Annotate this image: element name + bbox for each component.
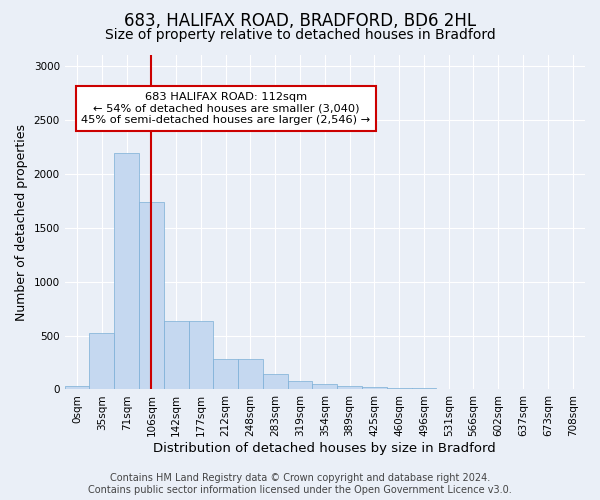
Text: Contains HM Land Registry data © Crown copyright and database right 2024.
Contai: Contains HM Land Registry data © Crown c… [88,474,512,495]
Bar [337,386,362,390]
Text: 683, HALIFAX ROAD, BRADFORD, BD6 2HL: 683, HALIFAX ROAD, BRADFORD, BD6 2HL [124,12,476,30]
X-axis label: Distribution of detached houses by size in Bradford: Distribution of detached houses by size … [154,442,496,455]
Bar [486,389,511,390]
Bar [238,359,263,390]
Text: Size of property relative to detached houses in Bradford: Size of property relative to detached ho… [104,28,496,42]
Bar [214,359,238,390]
Bar [287,382,313,390]
Bar [511,389,535,390]
Bar [114,153,139,390]
Bar [139,202,164,390]
Bar [164,322,188,390]
Bar [89,334,114,390]
Bar [412,388,436,390]
Bar [362,388,387,390]
Bar [461,389,486,390]
Text: 683 HALIFAX ROAD: 112sqm
← 54% of detached houses are smaller (3,040)
45% of sem: 683 HALIFAX ROAD: 112sqm ← 54% of detach… [82,92,371,125]
Bar [387,388,412,390]
Bar [313,384,337,390]
Bar [188,322,214,390]
Y-axis label: Number of detached properties: Number of detached properties [15,124,28,320]
Bar [436,389,461,390]
Bar [263,374,287,390]
Bar [65,386,89,390]
